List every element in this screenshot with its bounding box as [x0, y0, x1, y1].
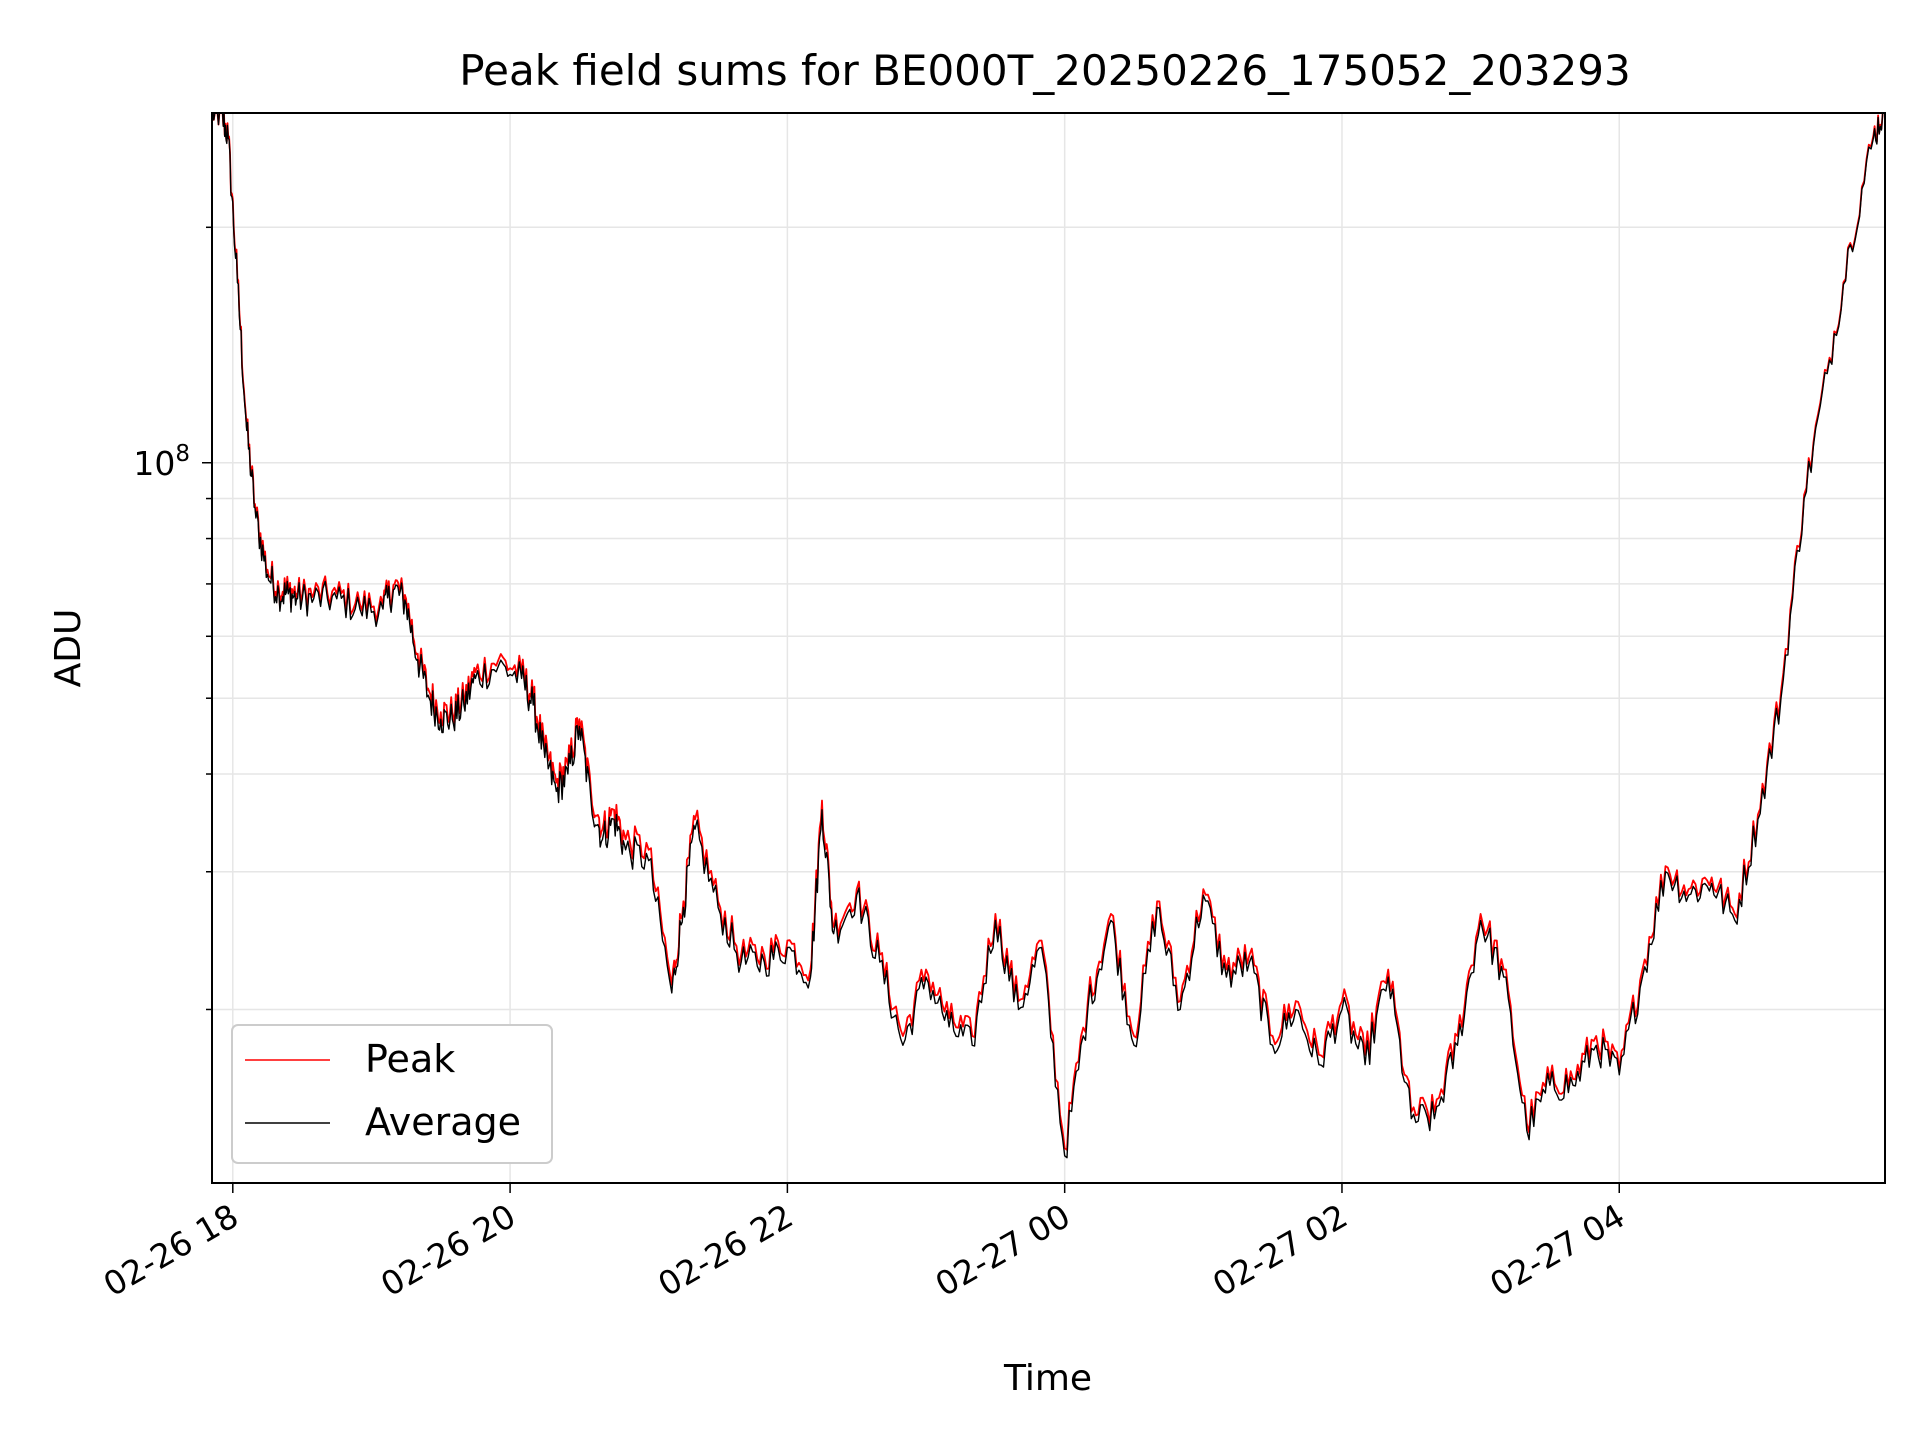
grid: [212, 113, 1885, 1183]
legend-label-peak: Peak: [365, 1037, 455, 1081]
series-line-average: [212, 113, 1885, 1159]
legend: Peak Average: [231, 1024, 553, 1164]
y-tick-label: 108: [133, 441, 190, 483]
chart-title: Peak field sums for BE000T_20250226_1750…: [459, 46, 1630, 95]
legend-label-average: Average: [365, 1100, 521, 1144]
x-axis-label: Time: [1003, 1358, 1092, 1399]
plot-frame: [211, 112, 1886, 1184]
y-axis-label: ADU: [48, 609, 89, 688]
series-layer: [212, 113, 1885, 1159]
